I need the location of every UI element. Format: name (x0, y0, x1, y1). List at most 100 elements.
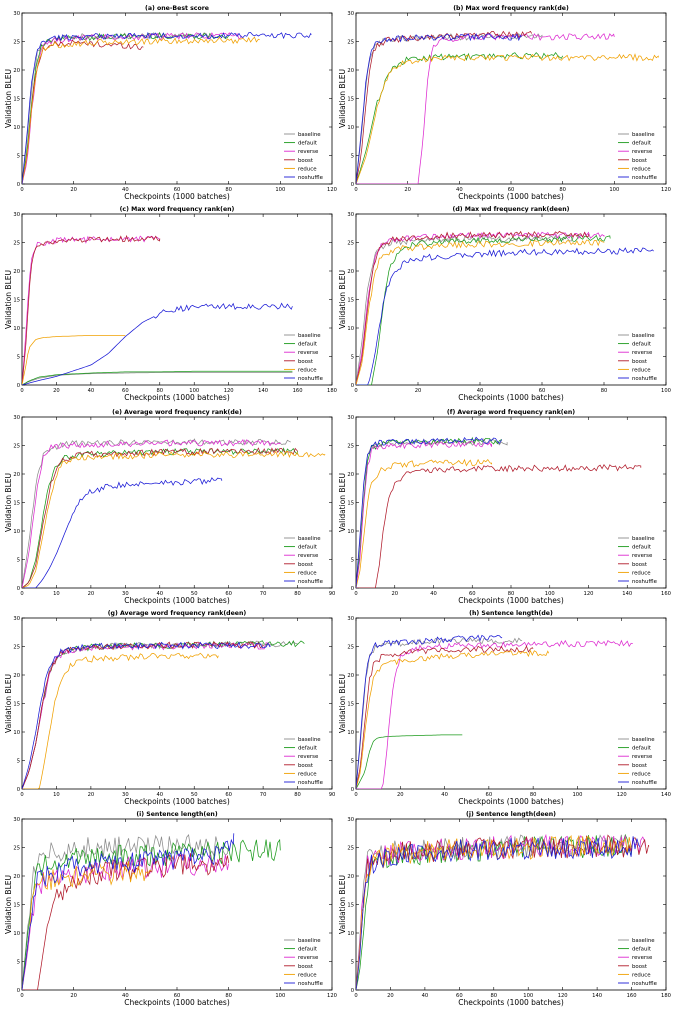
x-tick-label: 80 (559, 187, 566, 193)
y-tick-label: 10 (347, 931, 354, 937)
chart-title: (g) Average word frequency rank(deen) (108, 610, 247, 617)
series-line-default (356, 51, 564, 184)
series-line-default (22, 31, 229, 184)
legend-label: noshuffle (298, 175, 324, 181)
series-line-baseline (356, 637, 523, 789)
series-line-reduce (356, 53, 659, 184)
x-axis-label: Checkpoints (1000 batches) (124, 393, 230, 402)
x-tick-label: 20 (53, 388, 60, 394)
y-tick-label: 10 (13, 326, 20, 332)
y-tick-label: 30 (13, 616, 20, 622)
chart-title: (i) Sentence length(en) (136, 811, 218, 818)
legend-label: baseline (632, 737, 655, 743)
y-tick-label: 20 (347, 472, 354, 478)
x-tick-label: 0 (354, 792, 357, 798)
chart-panel: (i) Sentence length(en) 0 20 40 60 80 100 120 0 5… (4, 811, 337, 1007)
x-tick-label: 80 (294, 591, 301, 597)
x-tick-label: 80 (490, 993, 497, 999)
legend-label: reverse (298, 754, 319, 760)
x-tick-label: 40 (477, 388, 484, 394)
x-tick-label: 30 (122, 591, 129, 597)
legend-label: baseline (298, 737, 321, 743)
series-line-baseline (22, 834, 230, 990)
legend-label: reduce (632, 166, 651, 172)
y-tick-label: 5 (351, 758, 354, 764)
y-tick-label: 0 (17, 182, 20, 188)
series-line-noshuffle (22, 477, 223, 588)
y-tick-label: 10 (347, 125, 354, 131)
series-line-reduce (356, 238, 605, 385)
x-tick-label: 160 (661, 591, 671, 597)
x-tick-label: 100 (523, 993, 533, 999)
x-tick-label: 70 (260, 591, 267, 597)
y-axis-label: Validation BLEU (338, 270, 347, 329)
x-tick-label: 20 (397, 792, 404, 798)
legend-label: noshuffle (298, 579, 324, 585)
legend-label: noshuffle (632, 175, 658, 181)
y-axis-label: Validation BLEU (338, 674, 347, 733)
x-tick-label: 40 (156, 792, 163, 798)
legend-label: reduce (632, 570, 651, 576)
x-tick-label: 60 (469, 591, 476, 597)
x-tick-label: 60 (225, 591, 232, 597)
y-tick-label: 5 (17, 153, 20, 159)
series-line-reduce (22, 652, 219, 789)
chart-title: (a) one-Best score (145, 5, 209, 12)
x-tick-label: 40 (156, 591, 163, 597)
legend-label: reduce (298, 972, 317, 978)
y-tick-label: 10 (347, 326, 354, 332)
legend-label: reverse (632, 149, 653, 155)
x-tick-label: 120 (584, 591, 594, 597)
y-axis-label: Validation BLEU (4, 473, 13, 532)
x-tick-label: 70 (260, 792, 267, 798)
x-tick-label: 80 (601, 388, 608, 394)
series-line-reduce (22, 335, 126, 385)
series-line-default (22, 370, 293, 385)
series-line-boost (356, 30, 533, 184)
series-line-default (356, 234, 611, 385)
legend-label: default (298, 141, 317, 147)
y-tick-label: 5 (351, 354, 354, 360)
x-tick-label: 20 (387, 993, 394, 999)
x-tick-label: 100 (189, 388, 199, 394)
series-line-noshuffle (22, 302, 293, 385)
series-line-noshuffle (356, 836, 641, 990)
series-line-reduce (22, 861, 152, 990)
chart-panel: (f) Average word frequency rank(en) 0 20 40… (338, 409, 671, 605)
y-tick-label: 20 (347, 673, 354, 679)
chart-title: (e) Average word frequency rank(de) (112, 409, 242, 416)
y-tick-label: 20 (13, 874, 20, 880)
series-line-reduce (356, 834, 632, 990)
series-line-reverse (356, 32, 615, 184)
series-line-noshuffle (356, 634, 503, 789)
x-tick-label: 10 (53, 591, 60, 597)
x-tick-label: 120 (617, 792, 627, 798)
chart-panel: (c) Max word frequency rank(en) 0 20 40 60 80… (4, 206, 337, 402)
chart-title: (c) Max word frequency rank(en) (120, 206, 235, 213)
x-tick-label: 80 (225, 187, 232, 193)
x-tick-label: 100 (572, 792, 582, 798)
series-line-default (356, 436, 502, 588)
y-tick-label: 20 (13, 472, 20, 478)
x-axis-label: Checkpoints (1000 batches) (124, 596, 230, 605)
series-line-boost (356, 645, 534, 789)
series-line-baseline (22, 372, 293, 385)
series-line-boost (22, 447, 298, 588)
y-tick-label: 0 (17, 383, 20, 389)
x-tick-label: 140 (258, 388, 268, 394)
y-tick-label: 15 (13, 500, 20, 506)
legend-label: reverse (632, 754, 653, 760)
y-tick-label: 25 (347, 644, 354, 650)
x-tick-label: 100 (545, 591, 555, 597)
y-tick-label: 15 (347, 96, 354, 102)
y-tick-label: 15 (347, 902, 354, 908)
x-tick-label: 160 (293, 388, 303, 394)
legend-label: default (298, 746, 317, 752)
y-tick-label: 25 (347, 240, 354, 246)
y-tick-label: 20 (347, 269, 354, 275)
x-tick-label: 0 (354, 187, 357, 193)
y-tick-label: 0 (351, 383, 354, 389)
legend-label: baseline (298, 333, 321, 339)
legend-label: reverse (632, 350, 653, 356)
